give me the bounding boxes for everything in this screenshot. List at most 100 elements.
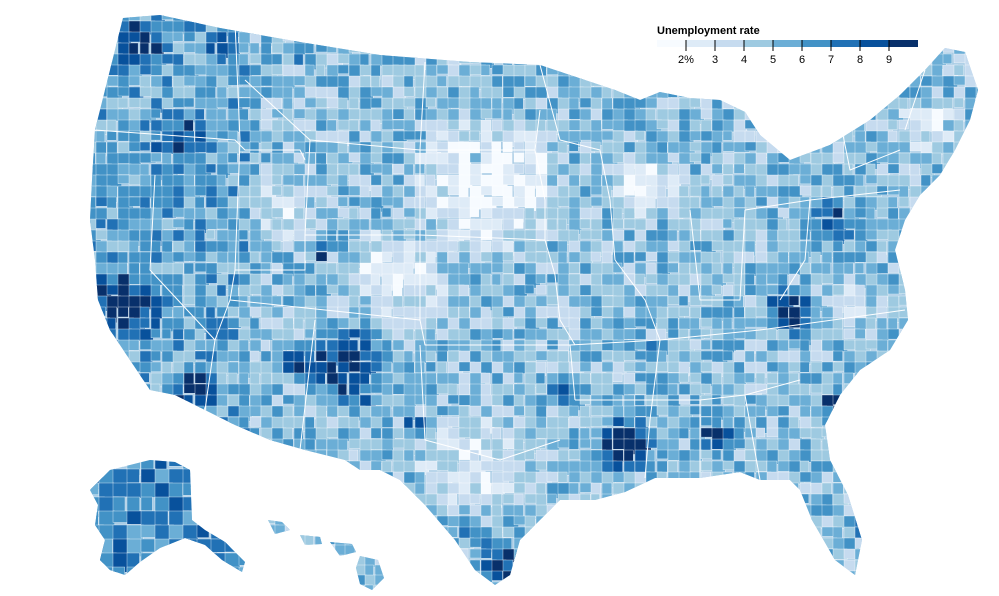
- county: [942, 163, 957, 177]
- county: [832, 20, 844, 37]
- county: [381, 526, 395, 542]
- county: [887, 526, 903, 538]
- county: [601, 559, 617, 570]
- county: [154, 496, 171, 512]
- county: [843, 15, 858, 25]
- county: [623, 20, 634, 31]
- county: [700, 53, 712, 70]
- county: [711, 163, 723, 174]
- county: [524, 559, 539, 576]
- county: [975, 97, 978, 112]
- county: [425, 361, 436, 372]
- county: [634, 504, 647, 517]
- county: [304, 520, 315, 529]
- county: [579, 15, 595, 23]
- county: [436, 317, 450, 331]
- county: [898, 405, 914, 423]
- county: [722, 515, 733, 528]
- county: [953, 328, 969, 344]
- county: [150, 581, 162, 585]
- county: [865, 526, 882, 543]
- county: [887, 471, 900, 487]
- county: [95, 15, 107, 25]
- county: [304, 570, 321, 584]
- county: [447, 581, 462, 585]
- county: [348, 97, 359, 109]
- county: [722, 130, 733, 141]
- county: [766, 372, 778, 384]
- county: [469, 15, 479, 24]
- county: [194, 581, 207, 585]
- county: [370, 416, 384, 430]
- county: [140, 552, 155, 571]
- county: [304, 361, 318, 375]
- county: [843, 273, 857, 285]
- county: [898, 295, 909, 306]
- county: [964, 108, 978, 121]
- county: [183, 97, 195, 108]
- county: [931, 361, 945, 377]
- county: [689, 130, 702, 141]
- county: [843, 416, 861, 431]
- county: [374, 520, 384, 526]
- county: [458, 350, 471, 363]
- county: [964, 284, 978, 297]
- county: [711, 416, 722, 430]
- county: [348, 416, 360, 429]
- county: [667, 328, 679, 339]
- county: [381, 405, 391, 418]
- county: [128, 152, 142, 166]
- county: [909, 350, 926, 364]
- county: [436, 218, 449, 230]
- county: [249, 42, 260, 55]
- county: [381, 163, 393, 176]
- county: [689, 504, 700, 515]
- county: [590, 229, 603, 240]
- county: [381, 504, 397, 522]
- county: [392, 570, 404, 585]
- county: [920, 372, 931, 386]
- county: [106, 383, 120, 397]
- county: [106, 328, 117, 343]
- county: [546, 218, 558, 232]
- county: [284, 574, 299, 587]
- county: [887, 482, 899, 498]
- county: [788, 548, 802, 563]
- county: [216, 570, 230, 583]
- county: [601, 64, 615, 77]
- county: [334, 564, 346, 576]
- county: [284, 564, 300, 578]
- county: [634, 15, 646, 25]
- county: [205, 471, 218, 485]
- county: [766, 119, 778, 133]
- county: [161, 559, 172, 574]
- county: [282, 405, 294, 418]
- county: [975, 394, 978, 406]
- county: [354, 534, 370, 544]
- county: [557, 15, 569, 21]
- county: [909, 537, 922, 549]
- county: [722, 15, 736, 24]
- county: [128, 438, 142, 449]
- county: [535, 295, 548, 307]
- county: [634, 130, 645, 141]
- county: [161, 570, 177, 584]
- county: [799, 196, 810, 209]
- county: [183, 581, 199, 585]
- county: [502, 64, 516, 77]
- legend-swatch: [802, 40, 831, 47]
- county: [90, 548, 101, 563]
- county: [964, 471, 975, 485]
- county: [194, 449, 209, 461]
- county: [282, 20, 299, 33]
- county: [876, 383, 892, 398]
- county: [579, 20, 596, 38]
- county: [898, 449, 912, 460]
- county: [337, 504, 354, 518]
- county: [139, 383, 151, 396]
- county: [95, 372, 111, 386]
- county: [172, 53, 184, 66]
- legend-ticks: 2% 3 4 5 6 7 8 9: [678, 40, 892, 66]
- county: [942, 53, 953, 64]
- county: [359, 64, 372, 76]
